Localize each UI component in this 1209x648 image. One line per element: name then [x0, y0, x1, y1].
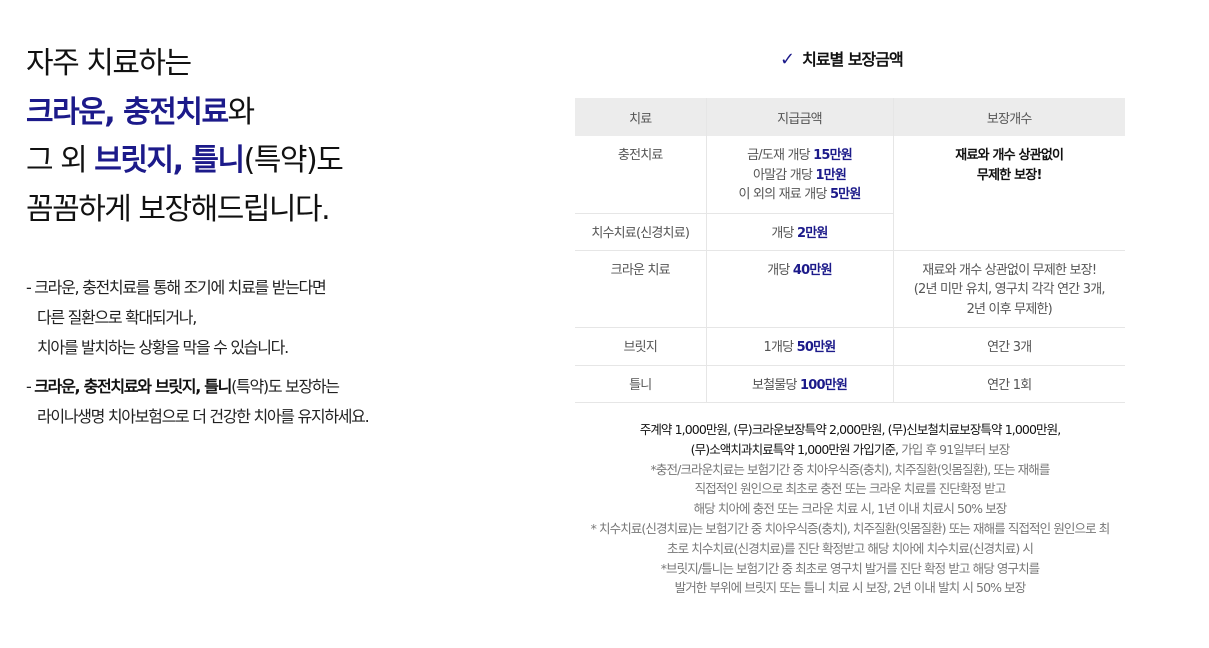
headline-line: 꼼꼼하게 보장해드립니다. — [26, 191, 331, 227]
headline: 자주 치료하는 크라운, 충전치료와 그 외 브릿지, 틀니(특약)도 꼼꼼하게… — [26, 40, 344, 234]
note-line: *충전/크라운치료는 보험기간 중 치아우식증(충치), 치주질환(잇몸질환),… — [650, 461, 1051, 477]
amount: 2만원 — [797, 225, 828, 241]
text: 와 — [227, 94, 256, 130]
coverage-table: 치료 지급금액 보장개수 충전치료 금/도재 개당 15만원 아말감 개당 1만… — [575, 98, 1125, 403]
note-line: 직접적인 원인으로 최초로 충전 또는 크라운 치료를 진단확정 받고 — [694, 481, 1007, 497]
treatment-cell: 브릿지 — [575, 327, 706, 366]
amount: 1만원 — [815, 167, 847, 183]
text: 재료와 개수 상관없이 무제한 보장! — [922, 262, 1097, 278]
headline-line: 크라운, 충전치료와 — [26, 89, 342, 138]
table-header: 치료 지급금액 보장개수 — [575, 98, 1125, 136]
header-cell: 지급금액 — [705, 98, 893, 136]
table-row: 브릿지 1개당 50만원 연간 3개 — [575, 327, 1125, 366]
amount: 40만원 — [792, 262, 833, 278]
description: - 크라운, 충전치료를 통해 조기에 치료를 받는다면 다른 질환으로 확대되… — [26, 273, 370, 432]
table-row: 크라운 치료 개당 40만원 재료와 개수 상관없이 무제한 보장! (2년 미만… — [575, 250, 1125, 328]
text: 금/도재 개당 — [747, 148, 814, 163]
text: 이 외의 재료 개당 — [738, 187, 830, 202]
headline-line: 자주 치료하는 — [26, 46, 192, 81]
text: 개당 — [771, 225, 798, 241]
table-row: 치수치료(신경치료) 개당 2만원 — [575, 213, 1125, 251]
section-title: ✓ 치료별 보장금액 — [780, 46, 904, 70]
note-line: 초로 치수치료(신경치료)를 진단 확정받고 해당 치아에 치수치료(신경치료)… — [666, 540, 1034, 556]
amount: 100만원 — [799, 377, 848, 393]
check-icon: ✓ — [780, 49, 795, 70]
description-line: 라이나생명 치아보험으로 더 건강한 치아를 유지하세요. — [37, 407, 370, 426]
section-title-text: 치료별 보장금액 — [802, 50, 904, 69]
text: 1개당 — [763, 339, 797, 355]
headline-line: 그 외 브릿지, 틀니(특약)도 — [26, 137, 344, 186]
note-line: *브릿지/틀니는 보험기간 중 최초로 영구치 발거를 진단 확정 받고 해당 … — [660, 560, 1041, 576]
header-cell: 보장개수 — [892, 98, 1125, 136]
treatment-cell: 크라운 치료 — [575, 250, 706, 328]
amount-cell: 개당 2만원 — [705, 213, 893, 251]
note-line: (무)소액치과치료특약 1,000만원 가입기준, 가입 후 91일부터 보장 — [575, 440, 1125, 460]
description-line: 다른 질환으로 확대되거나, — [37, 308, 197, 327]
note-line: 주계약 1,000만원, (무)크라운보장특약 2,000만원, (무)신보철치… — [639, 422, 1061, 437]
amount-cell: 금/도재 개당 15만원 아말감 개당 1만원 이 외의 재료 개당 5만원 — [705, 136, 893, 214]
text: 보철물당 — [751, 377, 800, 393]
amount-cell: 1개당 50만원 — [705, 327, 893, 366]
note-line: * 치수치료(신경치료)는 보험기간 중 치아우식증(충치), 치주질환(잇몸질… — [590, 520, 1111, 536]
amount-cell: 개당 40만원 — [705, 250, 893, 328]
text: 가입 후 91일부터 보장 — [898, 441, 1010, 457]
footnotes: 주계약 1,000만원, (무)크라운보장특약 2,000만원, (무)신보철치… — [575, 420, 1125, 598]
text: (특약)도 — [243, 143, 344, 178]
text: 개당 — [767, 262, 793, 278]
description-line: - 크라운, 충전치료와 브릿지, 틀니(특약)도 보장하는 — [26, 372, 368, 402]
table-row: 충전치료 금/도재 개당 15만원 아말감 개당 1만원 이 외의 재료 개당 … — [575, 136, 1125, 251]
amount: 50만원 — [796, 339, 837, 355]
treatment-cell: 치수치료(신경치료) — [575, 213, 706, 251]
text: 무제한 보장! — [976, 167, 1042, 183]
description-line: - 크라운, 충전치료를 통해 조기에 치료를 받는다면 — [26, 278, 327, 297]
text: (2년 미만 유치, 영구치 각각 연간 3개, — [913, 282, 1106, 297]
text: 아말감 개당 — [752, 167, 816, 183]
header-cell: 치료 — [575, 98, 706, 136]
note-line: 해당 치아에 충전 또는 크라운 치료 시, 1년 이내 치료시 50% 보장 — [693, 501, 1008, 517]
highlight: 브릿지, 틀니 — [94, 143, 245, 178]
count-cell: 연간 1회 — [892, 365, 1125, 403]
amount: 15만원 — [813, 148, 853, 163]
amount-cell: 보철물당 100만원 — [705, 365, 893, 403]
count-cell: 연간 3개 — [892, 327, 1125, 366]
text: 2년 이후 무제한) — [966, 301, 1053, 317]
amount: 5만원 — [829, 187, 861, 202]
text: 그 외 — [26, 143, 95, 178]
text: (특약)도 보장하는 — [231, 377, 340, 396]
count-cell: 재료와 개수 상관없이 무제한 보장! (2년 미만 유치, 영구치 각각 연간 … — [892, 250, 1125, 328]
highlight: 크라운, 충전치료 — [26, 94, 229, 130]
text: - — [26, 377, 35, 396]
text: 재료와 개수 상관없이 — [955, 148, 1064, 163]
treatment-cell: 충전치료 — [575, 136, 706, 214]
treatment-cell: 틀니 — [575, 365, 706, 403]
table-row: 틀니 보철물당 100만원 연간 1회 — [575, 365, 1125, 403]
note-line: 발거한 부위에 브릿지 또는 틀니 치료 시 보장, 2년 이내 발치 시 50… — [674, 580, 1027, 596]
text: (무)소액치과치료특약 1,000만원 가입기준, — [690, 441, 899, 457]
bold-text: 크라운, 충전치료와 브릿지, 틀니 — [34, 377, 232, 396]
description-line: 치아를 발치하는 상황을 막을 수 있습니다. — [37, 338, 289, 357]
